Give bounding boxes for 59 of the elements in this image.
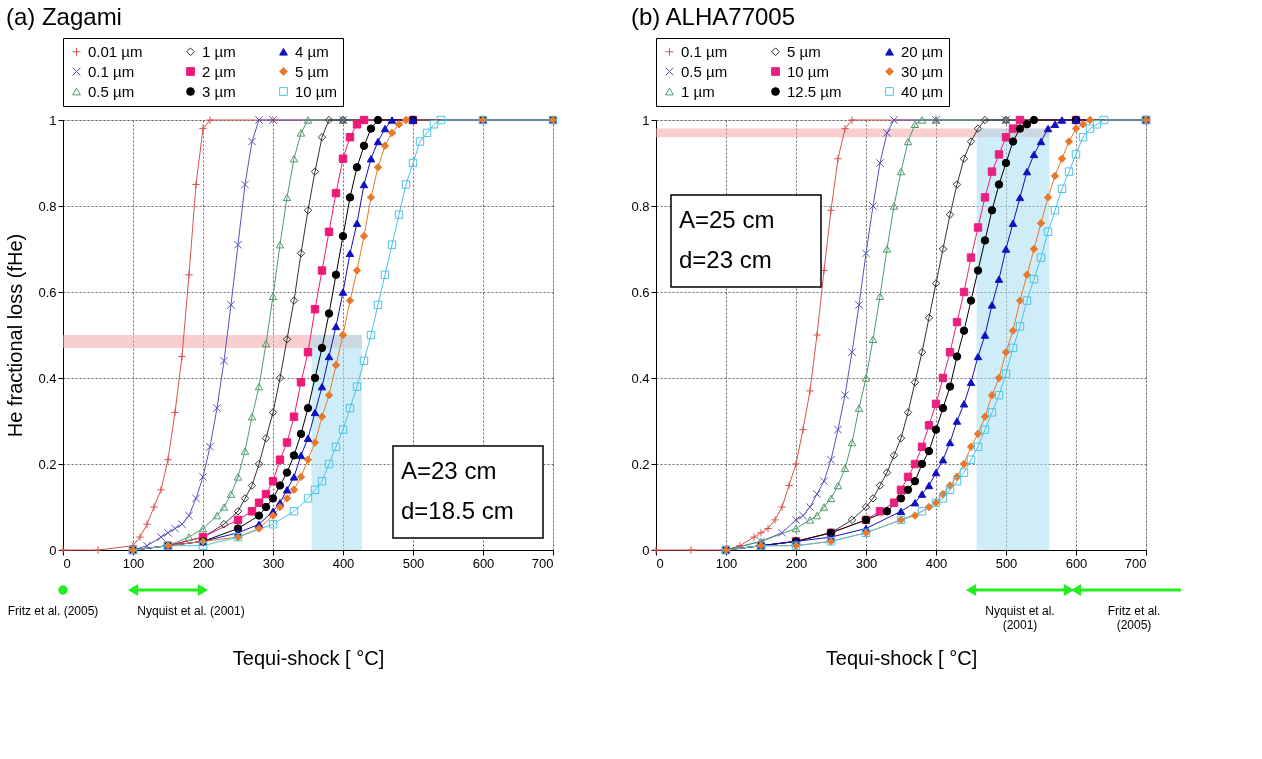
x-tick-label: 200 — [785, 555, 808, 571]
legend-label: 4 µm — [295, 42, 329, 60]
x-tick-label: 700 — [1124, 555, 1147, 571]
y-tick-label: 0.2 — [38, 456, 57, 472]
legend-label: 12.5 µm — [787, 82, 842, 100]
legend-label: 40 µm — [901, 82, 943, 100]
x-tick-label: 100 — [715, 555, 738, 571]
text: Nyquist et al. (2001) — [137, 604, 245, 618]
x-tick-label: 300 — [262, 555, 285, 571]
legend-label: 3 µm — [202, 82, 236, 100]
y-tick-label: 0.6 — [631, 284, 650, 300]
x-tick-label: 500 — [995, 555, 1018, 571]
y-tick-label: 0.2 — [631, 456, 650, 472]
legend-label: 1 µm — [681, 82, 715, 100]
annotation: A=23 cm — [401, 457, 497, 484]
text: Fritz et al. (2005) — [7, 604, 99, 618]
legend-label: 10 µm — [295, 82, 337, 100]
legend-label: 1 µm — [202, 42, 236, 60]
legend-label: 0.1 µm — [681, 42, 728, 60]
text: Fritz et al. (2005) — [1107, 604, 1161, 632]
y-tick-label: 0.8 — [38, 198, 57, 214]
y-tick-label: 0.6 — [38, 284, 57, 300]
annotation: A=25 cm — [679, 206, 775, 233]
x-tick-label: 400 — [925, 555, 948, 571]
chart-title: (b) ALHA77005 — [630, 2, 796, 30]
x-tick-label: 0 — [63, 555, 71, 571]
y-tick-label: 0 — [49, 542, 57, 558]
legend-label: 20 µm — [901, 42, 943, 60]
x-tick-label: 200 — [192, 555, 215, 571]
y-tick-label: 0.4 — [38, 370, 57, 386]
y-axis-title: He fractional loss (fHe) — [4, 233, 27, 438]
x-tick-label: 600 — [1065, 555, 1088, 571]
legend-label: 0.1 µm — [88, 62, 135, 80]
legend-label: 5 µm — [787, 42, 821, 60]
x-tick-label: 400 — [332, 555, 355, 571]
y-tick-label: 1 — [642, 112, 650, 128]
x-tick-label: 0 — [656, 555, 664, 571]
legend-label: 10 µm — [787, 62, 829, 80]
x-axis-title: Tequi-shock [ °C] — [232, 646, 385, 669]
legend-label: 2 µm — [202, 62, 236, 80]
legend-label: 5 µm — [295, 62, 329, 80]
annotation: d=23 cm — [679, 246, 772, 273]
y-tick-label: 1 — [49, 112, 57, 128]
x-tick-label: 100 — [122, 555, 145, 571]
x-tick-label: 600 — [472, 555, 495, 571]
legend-label: 0.01 µm — [88, 42, 143, 60]
x-tick-label: 300 — [855, 555, 878, 571]
x-tick-label: 700 — [531, 555, 554, 571]
legend-label: 0.5 µm — [88, 82, 135, 100]
chart-title: (a) Zagami — [5, 2, 122, 30]
x-tick-label: 500 — [402, 555, 425, 571]
annotation: d=18.5 cm — [401, 497, 514, 524]
text: Nyquist et al. (2001) — [985, 604, 1055, 632]
y-tick-label: 0.4 — [631, 370, 650, 386]
y-tick-label: 0.8 — [631, 198, 650, 214]
y-tick-label: 0 — [642, 542, 650, 558]
legend-label: 0.5 µm — [681, 62, 728, 80]
legend-label: 30 µm — [901, 62, 943, 80]
x-axis-title: Tequi-shock [ °C] — [825, 646, 978, 669]
